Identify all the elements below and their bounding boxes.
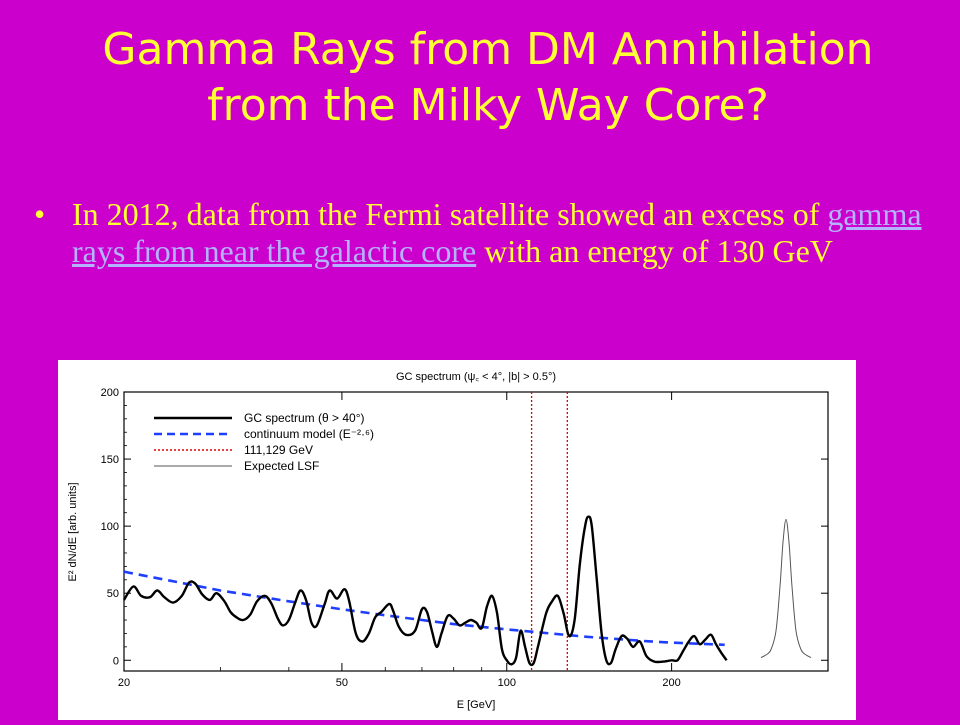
x-tick-label: 100 (498, 677, 516, 689)
line-markers (530, 392, 568, 671)
y-axis: 0 50 100 150 200 (101, 387, 828, 667)
y-tick-label: 0 (113, 655, 119, 667)
title-line-2: from the Milky Way Core? (207, 80, 769, 131)
spectrum-chart: GC spectrum (ψ꜀ < 4°, |b| > 0.5°) 0 50 100… (67, 371, 829, 711)
legend-label: continuum model (E⁻²·⁶) (244, 427, 374, 441)
x-axis: 20 50 100 200 (118, 392, 681, 689)
bullet-marker: • (34, 196, 46, 232)
x-tick-label: 200 (662, 677, 680, 689)
chart-title: GC spectrum (ψ꜀ < 4°, |b| > 0.5°) (396, 371, 556, 383)
x-tick-label: 50 (336, 677, 348, 689)
y-tick-label: 150 (101, 454, 119, 466)
legend: GC spectrum (θ > 40°) continuum model (E⁻… (154, 411, 374, 473)
x-axis-label: E [GeV] (457, 699, 496, 711)
bullet-text-start: In 2012, data from the Fermi satellite s… (72, 196, 828, 232)
legend-label: GC spectrum (θ > 40°) (244, 411, 365, 425)
galactic-core-link[interactable]: gamma rays from near the galactic core (72, 196, 922, 269)
plot-frame (123, 391, 829, 672)
spectrum-figure: GC spectrum (ψ꜀ < 4°, |b| > 0.5°) 0 50 100… (58, 360, 856, 720)
y-tick-label: 200 (101, 387, 119, 399)
gc-spectrum-line (122, 515, 728, 667)
y-axis-label: E² dN/dE [arb. units] (67, 482, 79, 581)
bullet-text-end: with an energy of 130 GeV (476, 233, 833, 269)
x-tick-label: 20 (118, 677, 130, 689)
legend-label: Expected LSF (244, 459, 319, 473)
y-tick-label: 50 (107, 588, 119, 600)
y-tick-label: 100 (101, 521, 119, 533)
slide-title: Gamma Rays from DM Annihilation from the… (0, 22, 960, 134)
title-line-1: Gamma Rays from DM Annihilation (102, 24, 874, 75)
series-layer (122, 515, 812, 667)
continuum-model-line (123, 570, 725, 647)
bullet-text: In 2012, data from the Fermi satellite s… (72, 196, 922, 270)
legend-label: 111,129 GeV (244, 443, 313, 457)
expected-lsf-line (760, 518, 812, 659)
